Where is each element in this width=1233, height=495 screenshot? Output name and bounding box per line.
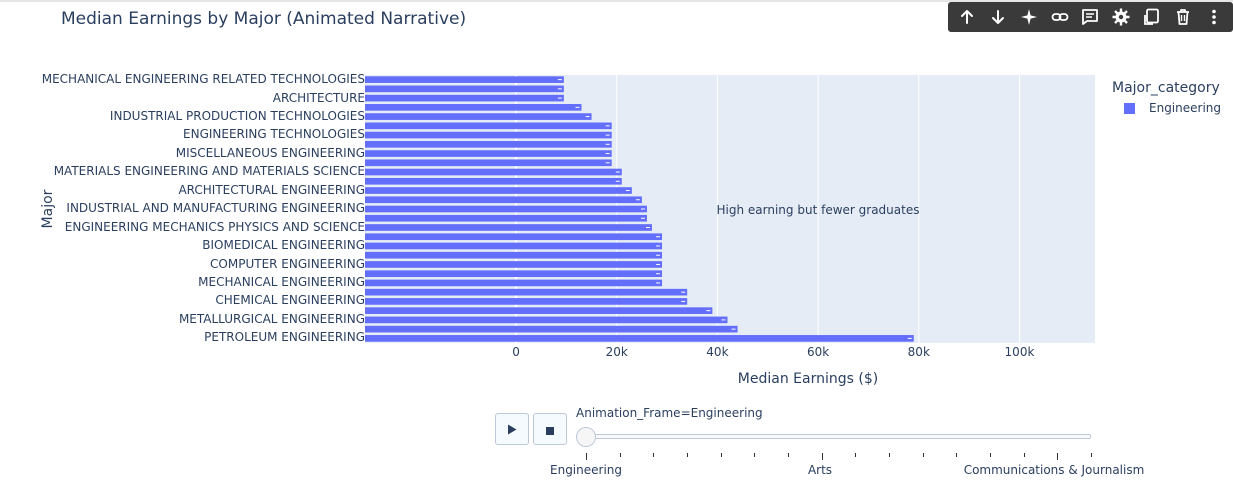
slider-tick bbox=[653, 453, 655, 457]
bar[interactable] bbox=[365, 270, 663, 278]
sparkle-icon[interactable] bbox=[1017, 5, 1041, 29]
slider-tick bbox=[687, 453, 688, 457]
bar[interactable] bbox=[365, 205, 647, 213]
slider-tick bbox=[720, 453, 722, 457]
x-tick-label: 80k bbox=[908, 345, 930, 359]
y-tick-label: MATERIALS ENGINEERING AND MATERIALS SCIE… bbox=[54, 164, 365, 178]
slider-tick bbox=[1091, 453, 1092, 457]
bar[interactable] bbox=[365, 94, 564, 102]
y-tick-label: MISCELLANEOUS ENGINEERING bbox=[176, 146, 365, 160]
bar[interactable] bbox=[365, 251, 663, 259]
comment-icon[interactable] bbox=[1078, 5, 1102, 29]
x-tick-label: 20k bbox=[606, 345, 628, 359]
bar[interactable] bbox=[365, 104, 582, 111]
x-tick-label: 100k bbox=[1005, 345, 1035, 359]
y-tick-label: METALLURGICAL ENGINEERING bbox=[179, 312, 365, 326]
slider-handle[interactable] bbox=[576, 427, 596, 447]
y-tick-label: COMPUTER ENGINEERING bbox=[210, 257, 365, 271]
arrow-up-icon[interactable] bbox=[955, 5, 979, 29]
x-axis-title: Median Earnings ($) bbox=[738, 371, 878, 387]
bar[interactable] bbox=[365, 140, 612, 148]
embed-icon[interactable] bbox=[1140, 5, 1164, 29]
slider-step-label[interactable]: Communications & Journalism bbox=[963, 463, 1145, 477]
bar[interactable] bbox=[365, 242, 663, 250]
y-tick-label: ARCHITECTURE bbox=[273, 91, 365, 105]
x-tick-labels: 0 20k 40k 60k 80k 100k bbox=[512, 345, 1034, 359]
stop-icon bbox=[546, 420, 554, 439]
gear-icon[interactable] bbox=[1109, 5, 1133, 29]
x-tick-label: 0 bbox=[512, 345, 520, 359]
bar[interactable] bbox=[365, 113, 592, 120]
y-tick-label: ENGINEERING MECHANICS PHYSICS AND SCIENC… bbox=[65, 220, 365, 234]
slider-step-label[interactable]: Arts bbox=[807, 463, 833, 477]
chart-title: Median Earnings by Major (Animated Narra… bbox=[61, 9, 467, 29]
y-tick-label: MECHANICAL ENGINEERING RELATED TECHNOLOG… bbox=[42, 72, 365, 86]
bar[interactable] bbox=[365, 76, 564, 83]
slider-tick bbox=[956, 453, 958, 457]
slider-tick bbox=[1023, 453, 1025, 457]
slider-tick bbox=[855, 453, 857, 457]
bar[interactable] bbox=[365, 261, 663, 268]
bar[interactable] bbox=[365, 196, 642, 204]
y-tick-labels: MECHANICAL ENGINEERING RELATED TECHNOLOG… bbox=[42, 72, 365, 344]
bar[interactable] bbox=[365, 224, 652, 231]
y-tick-label: CHEMICAL ENGINEERING bbox=[215, 293, 365, 307]
slider-tick bbox=[788, 453, 789, 457]
bar[interactable] bbox=[365, 279, 663, 287]
y-tick-label: INDUSTRIAL AND MANUFACTURING ENGINEERING bbox=[66, 201, 365, 215]
bar[interactable] bbox=[365, 150, 612, 157]
link-icon[interactable] bbox=[1048, 5, 1072, 29]
slider-tick bbox=[889, 453, 890, 457]
slider-tick bbox=[922, 453, 924, 457]
legend-title: Major_category bbox=[1112, 80, 1220, 96]
more-icon[interactable] bbox=[1202, 5, 1226, 29]
annotation-text: High earning but fewer graduates bbox=[717, 203, 920, 217]
play-button[interactable] bbox=[495, 413, 529, 445]
y-tick-label: INDUSTRIAL PRODUCTION TECHNOLOGIES bbox=[110, 109, 365, 123]
bar[interactable] bbox=[365, 122, 612, 130]
slider-tick bbox=[1057, 453, 1059, 460]
bar[interactable] bbox=[365, 214, 647, 222]
y-tick-label: BIOMEDICAL ENGINEERING bbox=[202, 238, 365, 252]
bar[interactable] bbox=[365, 325, 738, 333]
bar[interactable] bbox=[365, 307, 713, 314]
x-tick-label: 40k bbox=[706, 345, 728, 359]
y-tick-label: MECHANICAL ENGINEERING bbox=[198, 275, 365, 289]
slider-tick bbox=[619, 453, 621, 457]
legend-swatch bbox=[1124, 102, 1135, 114]
bars bbox=[365, 76, 914, 342]
trash-icon[interactable] bbox=[1171, 5, 1195, 29]
slider-tick bbox=[754, 453, 756, 457]
slider-current-value: Animation_Frame=Engineering bbox=[576, 406, 763, 420]
play-icon bbox=[507, 420, 517, 439]
bar[interactable] bbox=[365, 233, 663, 241]
legend-label: Engineering bbox=[1149, 101, 1221, 115]
modebar-toolbar bbox=[948, 2, 1233, 32]
bar[interactable] bbox=[365, 131, 612, 139]
bar[interactable] bbox=[365, 316, 728, 324]
y-tick-label: PETROLEUM ENGINEERING bbox=[204, 330, 365, 344]
top-border bbox=[0, 0, 1233, 2]
bar[interactable] bbox=[365, 159, 612, 167]
stop-button[interactable] bbox=[533, 413, 567, 445]
y-axis-title: Major bbox=[40, 189, 56, 228]
slider-tick bbox=[821, 453, 823, 460]
slider-tick bbox=[586, 453, 587, 460]
x-tick-label: 60k bbox=[807, 345, 829, 359]
slider-step-label[interactable]: Engineering bbox=[550, 463, 622, 477]
slider-tick bbox=[990, 453, 991, 457]
arrow-down-icon[interactable] bbox=[986, 5, 1010, 29]
slider-rail[interactable] bbox=[586, 434, 1091, 439]
bar[interactable] bbox=[365, 187, 632, 194]
y-tick-label: ARCHITECTURAL ENGINEERING bbox=[178, 183, 365, 197]
legend-item-engineering[interactable]: Engineering bbox=[1124, 101, 1221, 115]
bar[interactable] bbox=[365, 177, 622, 185]
bar[interactable] bbox=[365, 335, 914, 342]
bar[interactable] bbox=[365, 298, 688, 305]
bar[interactable] bbox=[365, 168, 622, 176]
y-tick-label: ENGINEERING TECHNOLOGIES bbox=[183, 127, 365, 141]
bar[interactable] bbox=[365, 288, 688, 296]
bar[interactable] bbox=[365, 85, 564, 93]
